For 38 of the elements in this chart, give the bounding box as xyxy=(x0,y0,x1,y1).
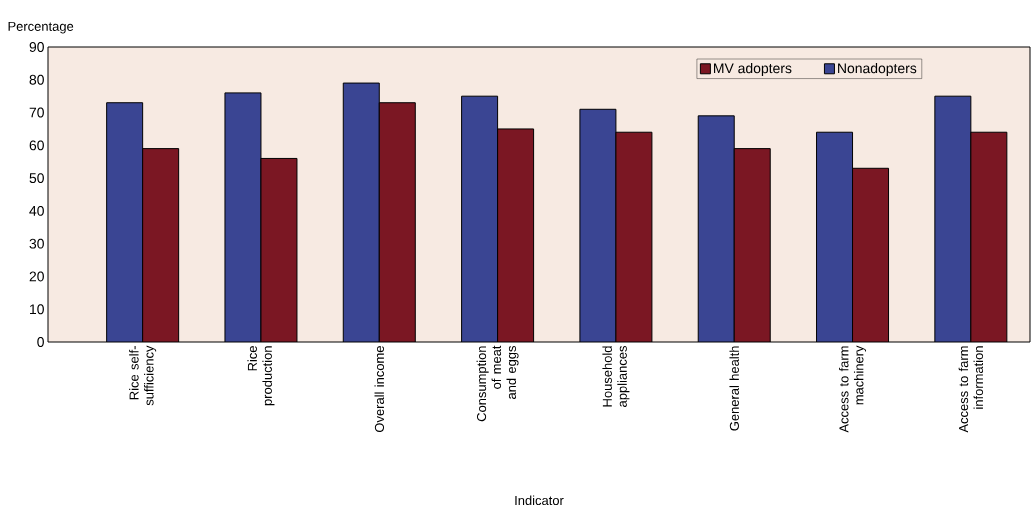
y-tick-label: 90 xyxy=(29,42,44,52)
bar xyxy=(697,115,735,342)
y-tick-label: 10 xyxy=(30,304,44,315)
y-tick-label: 20 xyxy=(29,271,44,282)
x-tick-label: Rice self-sufficiency xyxy=(129,345,157,406)
y-axis-title: Percentage xyxy=(8,21,74,34)
bar xyxy=(733,148,771,342)
bar xyxy=(615,131,653,342)
y-tick-label: 30 xyxy=(29,238,44,249)
bar xyxy=(579,108,617,342)
legend-label: Nonadopters xyxy=(838,62,917,76)
legend-label: MV adopters xyxy=(714,62,792,76)
bar xyxy=(934,95,972,342)
x-tick-label: Household appliances xyxy=(602,346,630,407)
x-tick-label: Access to farm machinery xyxy=(839,345,867,433)
y-tick-label: 50 xyxy=(29,173,44,184)
x-tick-label: Access to farm information xyxy=(958,346,984,433)
x-tick-label: Overall income xyxy=(374,346,385,432)
bar xyxy=(142,148,180,342)
bar xyxy=(852,167,890,342)
bar xyxy=(461,96,498,342)
bar xyxy=(224,92,262,342)
x-tick-label: General health xyxy=(729,346,739,431)
y-tick-label: 0 xyxy=(37,337,44,347)
bar xyxy=(378,102,416,342)
bar xyxy=(260,157,298,342)
bar xyxy=(970,131,1008,342)
bar xyxy=(106,102,144,342)
y-tick-label: 40 xyxy=(29,205,44,216)
x-tick-label: Consumption of meat and eggs xyxy=(476,345,519,422)
x-tick-label: Rice production xyxy=(247,346,275,406)
y-tick-label: 70 xyxy=(29,107,44,118)
bar xyxy=(497,128,534,342)
y-tick-label: 80 xyxy=(29,74,44,85)
bar xyxy=(816,131,854,342)
x-axis-title: Indicator xyxy=(515,495,564,506)
bar xyxy=(342,82,380,342)
y-tick-label: 60 xyxy=(29,140,44,151)
